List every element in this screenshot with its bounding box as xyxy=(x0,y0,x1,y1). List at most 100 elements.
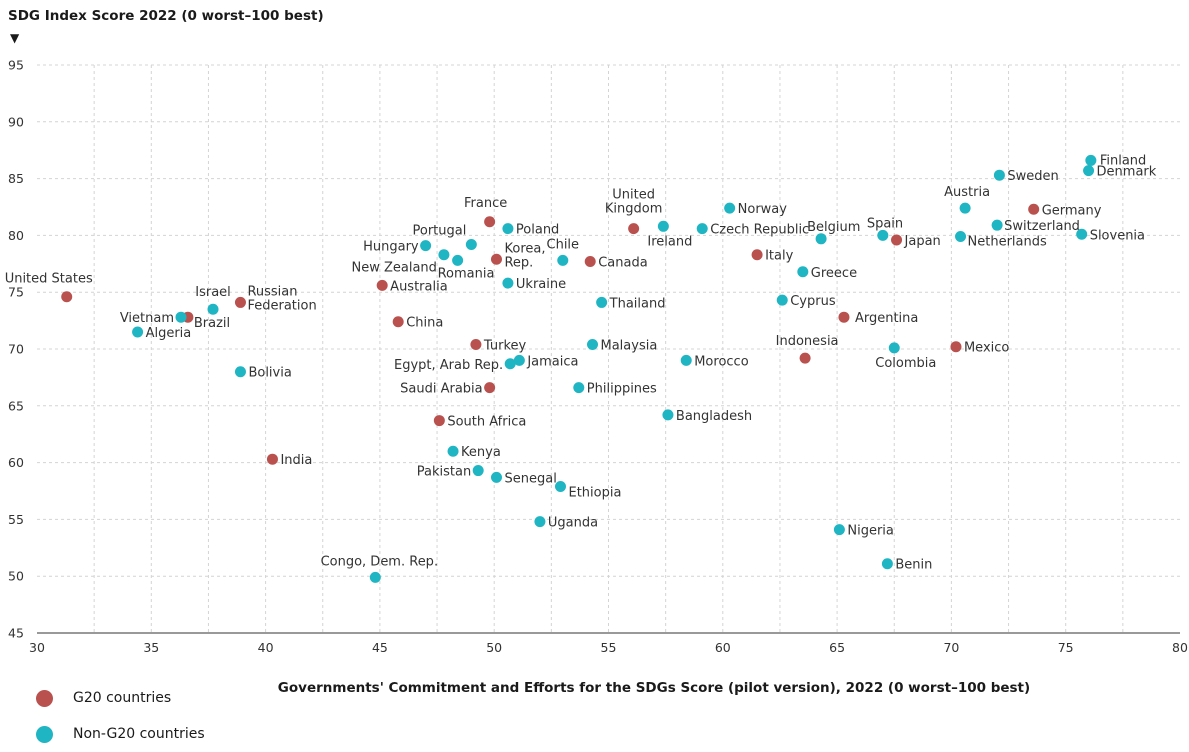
data-point xyxy=(490,253,502,265)
data-label: Sweden xyxy=(1007,169,1058,184)
y-tick-label: 80 xyxy=(8,228,24,243)
data-point xyxy=(950,341,962,353)
x-tick-label: 75 xyxy=(1058,640,1074,655)
data-point xyxy=(1083,165,1095,177)
data-point xyxy=(573,382,585,394)
data-point xyxy=(502,277,514,289)
legend-item-non-g20: Non-G20 countries xyxy=(36,716,205,752)
data-point xyxy=(207,303,219,315)
data-label: Ireland xyxy=(647,234,692,249)
data-label: Kenya xyxy=(461,445,501,460)
data-point xyxy=(1076,228,1088,240)
data-point xyxy=(833,524,845,536)
data-label: New Zealand xyxy=(351,261,436,276)
data-label: Turkey xyxy=(483,338,527,353)
data-label: Bangladesh xyxy=(676,409,752,424)
data-label: Belgium xyxy=(807,220,860,235)
data-point xyxy=(993,169,1005,181)
data-label: Chile xyxy=(547,237,580,252)
y-tick-label: 85 xyxy=(8,171,24,186)
data-point xyxy=(392,316,404,328)
data-label: Switzerland xyxy=(1004,219,1080,234)
data-point xyxy=(557,254,569,266)
data-point xyxy=(991,219,1003,231)
legend-item-g20: G20 countries xyxy=(36,680,205,716)
x-tick-label: 80 xyxy=(1172,640,1188,655)
data-label: Spain xyxy=(867,216,903,231)
data-label: Brazil xyxy=(194,316,230,331)
data-label: Congo, Dem. Rep. xyxy=(321,554,439,569)
data-label: Pakistan xyxy=(417,465,471,480)
data-label: Benin xyxy=(895,558,932,573)
legend-label: G20 countries xyxy=(73,690,172,706)
data-label: Czech Republic xyxy=(710,223,809,238)
data-point xyxy=(534,516,546,528)
y-axis-title: SDG Index Score 2022 (0 worst–100 best) xyxy=(8,8,324,24)
y-tick-label: 65 xyxy=(8,398,24,413)
data-label: Ukraine xyxy=(516,277,566,292)
data-point xyxy=(877,229,889,241)
y-tick-label: 60 xyxy=(8,455,24,470)
data-point xyxy=(132,326,144,338)
data-point xyxy=(438,249,450,261)
data-point xyxy=(447,445,459,457)
data-label: Israel xyxy=(195,285,231,300)
y-tick-label: 75 xyxy=(8,285,24,300)
data-label: Canada xyxy=(598,256,647,271)
data-point xyxy=(234,366,246,378)
y-tick-label: 90 xyxy=(8,114,24,129)
data-point xyxy=(554,480,566,492)
data-label: Germany xyxy=(1042,203,1102,218)
data-label: China xyxy=(406,316,443,331)
data-point xyxy=(586,338,598,350)
data-label: Algeria xyxy=(146,326,192,341)
data-point xyxy=(751,249,763,261)
x-tick-label: 70 xyxy=(943,640,959,655)
data-label: United States xyxy=(5,272,93,287)
data-label: Japan xyxy=(904,234,941,249)
data-label: Mexico xyxy=(964,341,1009,356)
data-label: Slovenia xyxy=(1090,228,1145,243)
data-point xyxy=(596,296,608,308)
data-point xyxy=(61,291,73,303)
legend-dot-icon xyxy=(36,689,53,707)
x-tick-label: 50 xyxy=(486,640,502,655)
data-label: South Africa xyxy=(447,415,526,430)
data-point xyxy=(776,294,788,306)
data-label: Malaysia xyxy=(600,338,657,353)
data-point xyxy=(452,254,464,266)
y-tick-label: 70 xyxy=(8,342,24,357)
data-label: India xyxy=(280,453,312,468)
data-point xyxy=(696,223,708,235)
data-label: Norway xyxy=(738,202,788,217)
data-point xyxy=(888,342,900,354)
data-label: Senegal xyxy=(504,471,556,486)
data-label: Jamaica xyxy=(526,354,578,369)
data-point xyxy=(369,571,381,583)
grid-lines xyxy=(37,64,1180,633)
data-point xyxy=(628,223,640,235)
data-label: Saudi Arabia xyxy=(400,382,483,397)
data-point xyxy=(484,382,496,394)
data-point xyxy=(420,240,432,252)
data-label: Morocco xyxy=(694,354,748,369)
data-label: Colombia xyxy=(875,356,936,371)
data-point xyxy=(657,220,669,232)
data-label: Hungary xyxy=(363,240,419,255)
data-point xyxy=(680,354,692,366)
data-label: Thailand xyxy=(609,296,666,311)
y-tick-label: 95 xyxy=(8,58,24,73)
x-tick-label: 65 xyxy=(829,640,845,655)
legend-dot-icon xyxy=(36,725,53,743)
data-point xyxy=(838,311,850,323)
data-label: Greece xyxy=(811,266,857,281)
data-label: Egypt, Arab Rep. xyxy=(394,358,503,373)
y-tick-label: 45 xyxy=(8,626,24,641)
data-point xyxy=(815,233,827,245)
data-label: Bolivia xyxy=(248,366,291,381)
x-tick-label: 45 xyxy=(372,640,388,655)
data-label: Denmark xyxy=(1097,165,1157,180)
data-label: Korea, Rep. xyxy=(504,241,545,270)
data-point xyxy=(662,409,674,421)
